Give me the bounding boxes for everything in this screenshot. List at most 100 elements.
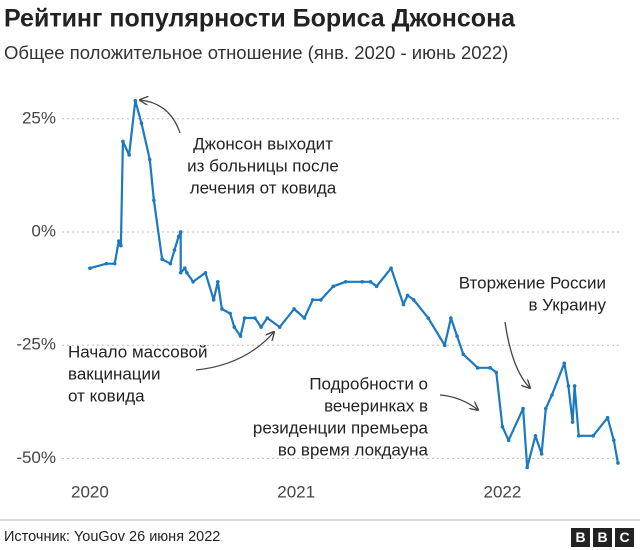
point (265, 316, 270, 320)
point (570, 420, 575, 424)
logo-box (593, 528, 612, 547)
point (259, 325, 263, 329)
point (292, 307, 296, 311)
point (550, 393, 554, 397)
point (277, 325, 282, 329)
point (525, 465, 529, 470)
point (310, 298, 315, 302)
annotation: Начало массовой (68, 342, 208, 361)
point (576, 433, 581, 438)
arrow (140, 100, 181, 134)
point (605, 415, 610, 420)
annotation: от ковида (68, 386, 145, 405)
annotation: Подробности о (309, 374, 428, 393)
point (533, 433, 538, 438)
logo-box (571, 528, 590, 547)
point (117, 239, 121, 243)
series (88, 98, 620, 470)
point (242, 316, 247, 320)
point (203, 270, 208, 275)
point (368, 280, 373, 284)
annotation: резиденции премьера (253, 418, 429, 437)
point (302, 316, 307, 320)
line (89, 99, 619, 469)
point (442, 343, 447, 348)
point (160, 257, 164, 261)
point (543, 406, 548, 411)
point (405, 293, 410, 298)
point (374, 284, 379, 289)
annotation: в Украину (528, 295, 606, 314)
point (539, 452, 544, 456)
point (521, 406, 525, 411)
point (152, 198, 156, 203)
point (461, 352, 466, 357)
point (411, 298, 416, 302)
point (562, 361, 567, 366)
arrow (439, 394, 478, 410)
point (360, 280, 364, 284)
logo-box (615, 528, 634, 547)
point (389, 266, 393, 271)
point (220, 307, 224, 311)
point (566, 384, 571, 388)
point (172, 248, 177, 252)
arrow (504, 321, 530, 388)
annotation: вакцинации (68, 364, 161, 383)
y-tick-label: -25% (16, 335, 56, 354)
point (319, 298, 323, 302)
x-tick-label: 2020 (71, 482, 109, 501)
point (616, 461, 620, 465)
point (178, 270, 183, 275)
point (228, 311, 232, 316)
logo-letter: C (619, 529, 629, 545)
point (127, 153, 131, 157)
point (191, 280, 195, 284)
x-tick-label: 2022 (484, 482, 522, 501)
point (119, 243, 123, 248)
y-tick-label: -50% (16, 448, 56, 467)
annotation: Вторжение России (459, 273, 606, 292)
annotation: из больницы после (187, 156, 339, 175)
annotation: вечеринках в (324, 396, 428, 415)
chart-title: Рейтинг популярности Бориса Джонсона (4, 5, 516, 33)
point (343, 280, 348, 284)
point (88, 266, 92, 271)
point (253, 316, 257, 320)
grid: 25% 0% -25% -50% 2020 2021 2022 (16, 108, 620, 501)
point (494, 370, 499, 375)
point (449, 316, 453, 320)
point (216, 280, 220, 284)
point (176, 234, 181, 239)
point (455, 334, 459, 338)
point (147, 157, 152, 162)
point (112, 261, 117, 266)
point (500, 424, 505, 429)
point (185, 270, 189, 275)
point (168, 261, 173, 266)
point (331, 284, 336, 289)
annotations: Джонсон выходит из больницы после лечения … (68, 100, 606, 459)
point (475, 366, 480, 370)
chart-subtitle: Общее положительное отношение (янв. 2020… (4, 42, 508, 63)
source: Источник: YouGov 26 июня 2022 (4, 529, 220, 545)
x-tick-label: 2021 (277, 482, 315, 501)
point (238, 334, 243, 338)
point (104, 261, 109, 266)
arrow (195, 332, 274, 371)
point (612, 438, 616, 443)
point (121, 139, 125, 144)
annotation: Джонсон выходит (193, 134, 333, 153)
point (178, 230, 183, 234)
point (232, 325, 237, 329)
point (591, 433, 595, 438)
point (401, 302, 406, 307)
point (133, 98, 138, 103)
y-tick-label: 0% (31, 221, 56, 240)
point (183, 266, 187, 271)
point (488, 366, 492, 370)
logo-letter: B (597, 529, 607, 545)
point (572, 384, 577, 388)
point (139, 121, 144, 126)
